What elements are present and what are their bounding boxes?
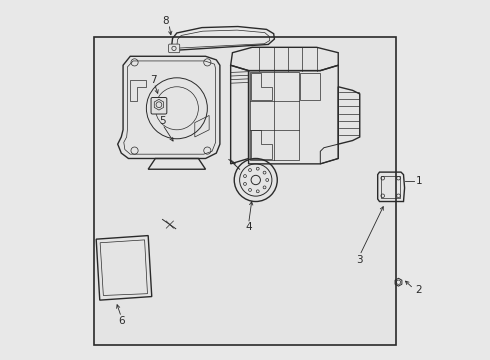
Bar — [95, 37, 395, 345]
Text: 8: 8 — [162, 17, 169, 27]
Text: 1: 1 — [416, 176, 422, 186]
FancyBboxPatch shape — [151, 98, 167, 114]
FancyBboxPatch shape — [169, 44, 180, 53]
Text: 3: 3 — [356, 255, 363, 265]
Text: 5: 5 — [159, 116, 166, 126]
Text: 6: 6 — [118, 316, 124, 325]
Text: 2: 2 — [416, 285, 422, 296]
Text: 7: 7 — [150, 75, 157, 85]
Text: 4: 4 — [245, 222, 252, 231]
